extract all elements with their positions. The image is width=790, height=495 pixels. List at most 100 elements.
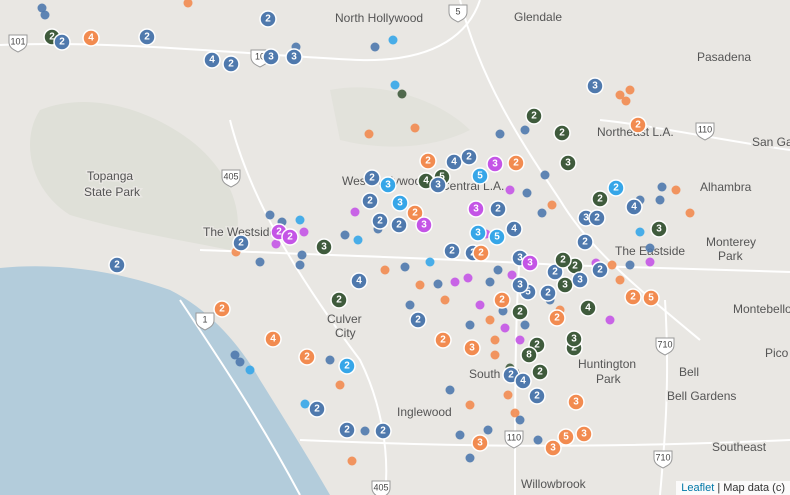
- cluster-marker: [520, 346, 538, 364]
- cluster-marker: [607, 179, 625, 197]
- point: [503, 390, 513, 400]
- point: [37, 3, 47, 13]
- point: [490, 350, 500, 360]
- place-label: City: [335, 326, 356, 340]
- cluster-count: 2: [440, 335, 446, 346]
- cluster-count: 3: [571, 334, 577, 345]
- point: [615, 90, 625, 100]
- cluster-count: 3: [477, 438, 483, 449]
- point: [533, 435, 543, 445]
- shield: [371, 480, 391, 495]
- cluster-marker: [138, 28, 156, 46]
- cluster-marker: [338, 421, 356, 439]
- cluster-marker: [315, 238, 333, 256]
- point: [515, 335, 525, 345]
- shield: [448, 4, 468, 23]
- place-label: Topanga: [87, 169, 133, 183]
- point: [510, 408, 520, 418]
- cluster-marker: [374, 422, 392, 440]
- place-label: Bell: [679, 365, 699, 379]
- cluster-count: 2: [571, 343, 577, 354]
- place-label: North Hollywood: [335, 11, 423, 25]
- point: [671, 185, 681, 195]
- point: [625, 260, 635, 270]
- highway-number: 5: [455, 6, 460, 16]
- cluster-count: 3: [469, 343, 475, 354]
- cluster-count: 3: [473, 204, 479, 215]
- cluster-count: 2: [449, 246, 455, 257]
- point: [615, 275, 625, 285]
- point: [370, 42, 380, 52]
- cluster-marker: [361, 192, 379, 210]
- cluster-marker: [493, 291, 511, 309]
- cluster-marker: [624, 288, 642, 306]
- cluster-count: 2: [582, 237, 588, 248]
- cluster-count: 3: [550, 443, 556, 454]
- shield: [8, 34, 28, 53]
- point: [295, 215, 305, 225]
- cluster-count: 2: [415, 315, 421, 326]
- cluster-count: 2: [396, 220, 402, 231]
- cluster-marker: [338, 357, 356, 375]
- highway-number: 405: [373, 482, 388, 492]
- place-label: Park: [596, 372, 622, 386]
- cluster-marker: [588, 209, 606, 227]
- cluster-marker: [521, 254, 539, 272]
- cluster-marker: [579, 299, 597, 317]
- highway-number: 10: [255, 51, 265, 61]
- cluster-count: 2: [425, 156, 431, 167]
- point: [433, 279, 443, 289]
- cluster-count: 2: [508, 370, 514, 381]
- cluster-marker: [575, 425, 593, 443]
- point: [520, 125, 530, 135]
- point: [347, 456, 357, 466]
- cluster-marker: [443, 242, 461, 260]
- cluster-marker: [460, 148, 478, 166]
- cluster-marker: [576, 233, 594, 251]
- point: [455, 430, 465, 440]
- point: [495, 129, 505, 139]
- cluster-count: 2: [265, 14, 271, 25]
- point: [390, 80, 400, 90]
- point: [605, 315, 615, 325]
- cluster-count: 2: [49, 32, 55, 43]
- point: [255, 257, 265, 267]
- cluster-marker: [262, 48, 280, 66]
- cluster-marker: [642, 289, 660, 307]
- cluster-count: 2: [630, 292, 636, 303]
- cluster-count: 2: [336, 295, 342, 306]
- cluster-count: 3: [592, 81, 598, 92]
- cluster-count: 3: [475, 228, 481, 239]
- point: [388, 35, 398, 45]
- cluster-count: 4: [209, 55, 215, 66]
- hills: [330, 87, 470, 147]
- cluster-count: 4: [520, 376, 526, 387]
- cluster-marker: [429, 176, 447, 194]
- point: [621, 96, 631, 106]
- cluster-marker: [511, 303, 529, 321]
- cluster-marker: [281, 228, 299, 246]
- place-label: State Park: [84, 185, 141, 199]
- cluster-marker: [419, 152, 437, 170]
- ocean: [0, 266, 330, 495]
- cluster-count: 2: [552, 267, 558, 278]
- point: [500, 323, 510, 333]
- point: [475, 300, 485, 310]
- terrain: [0, 87, 470, 495]
- cluster-marker: [203, 51, 221, 69]
- point: [445, 385, 455, 395]
- point: [397, 89, 407, 99]
- cluster-count: 3: [321, 242, 327, 253]
- cluster-marker: [264, 330, 282, 348]
- leaflet-link[interactable]: Leaflet: [681, 482, 715, 494]
- cluster-count: 4: [88, 33, 94, 44]
- cluster-count: 2: [304, 352, 310, 363]
- cluster-count: 2: [219, 304, 225, 315]
- highway-number: 1: [202, 314, 207, 324]
- cluster-count: 3: [656, 224, 662, 235]
- place-label: Southeast: [712, 440, 767, 454]
- cluster-count: 2: [534, 340, 540, 351]
